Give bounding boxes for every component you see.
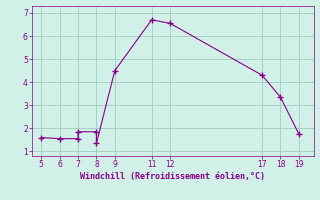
X-axis label: Windchill (Refroidissement éolien,°C): Windchill (Refroidissement éolien,°C) xyxy=(80,172,265,181)
